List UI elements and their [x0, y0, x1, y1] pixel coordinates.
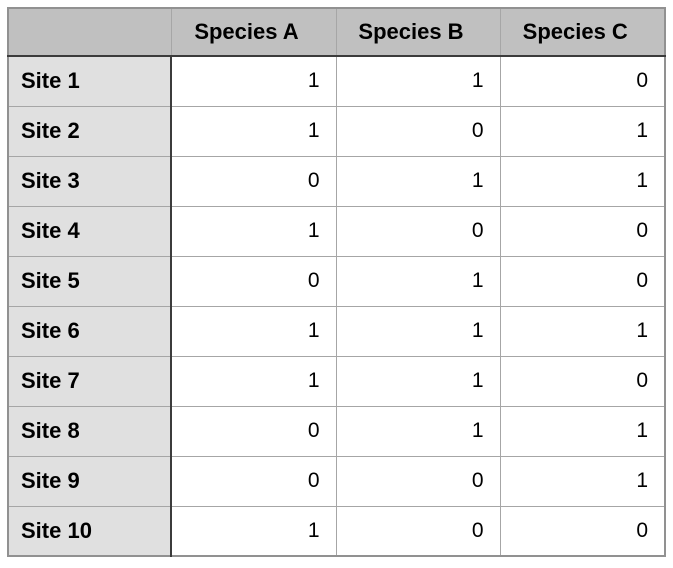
cell: 1	[499, 405, 666, 457]
corner-cell	[7, 7, 172, 57]
cell: 0	[499, 55, 666, 107]
cell: 0	[170, 155, 337, 207]
table-row: Site 10 1 0 0	[7, 505, 666, 557]
cell: 1	[499, 105, 666, 157]
cell: 0	[335, 505, 501, 557]
cell: 1	[170, 505, 337, 557]
cell: 1	[335, 405, 501, 457]
cell: 0	[170, 455, 337, 507]
cell: 1	[335, 55, 501, 107]
row-label: Site 5	[7, 255, 172, 307]
cell: 1	[335, 305, 501, 357]
cell: 0	[335, 105, 501, 157]
row-label: Site 1	[7, 55, 172, 107]
row-label: Site 9	[7, 455, 172, 507]
table-body: Site 1 1 1 0 Site 2 1 0 1 Site 3 0 1 1 Site 4 1 0 0 Site…	[7, 55, 666, 557]
cell: 0	[499, 255, 666, 307]
cell: 0	[335, 205, 501, 257]
cell: 0	[499, 205, 666, 257]
cell: 0	[499, 505, 666, 557]
cell: 1	[335, 255, 501, 307]
row-label: Site 8	[7, 405, 172, 457]
column-header: Species A	[170, 7, 337, 57]
cell: 1	[499, 305, 666, 357]
cell: 1	[335, 155, 501, 207]
cell: 1	[499, 455, 666, 507]
row-label: Site 7	[7, 355, 172, 407]
column-header: Species B	[335, 7, 501, 57]
table-header: Species A Species B Species C	[7, 7, 666, 57]
cell: 1	[170, 105, 337, 157]
cell: 1	[170, 355, 337, 407]
cell: 0	[335, 455, 501, 507]
cell: 1	[170, 205, 337, 257]
row-label: Site 6	[7, 305, 172, 357]
row-label: Site 4	[7, 205, 172, 257]
cell: 0	[499, 355, 666, 407]
header-row: Species A Species B Species C	[7, 7, 666, 57]
cell: 1	[170, 305, 337, 357]
row-label: Site 2	[7, 105, 172, 157]
row-label: Site 10	[7, 505, 172, 557]
cell: 1	[499, 155, 666, 207]
column-header: Species C	[499, 7, 666, 57]
species-presence-table: Species A Species B Species C Site 1 1 1 0 Sit…	[7, 7, 666, 557]
cell: 0	[170, 255, 337, 307]
cell: 1	[335, 355, 501, 407]
row-label: Site 3	[7, 155, 172, 207]
cell: 1	[170, 55, 337, 107]
cell: 0	[170, 405, 337, 457]
